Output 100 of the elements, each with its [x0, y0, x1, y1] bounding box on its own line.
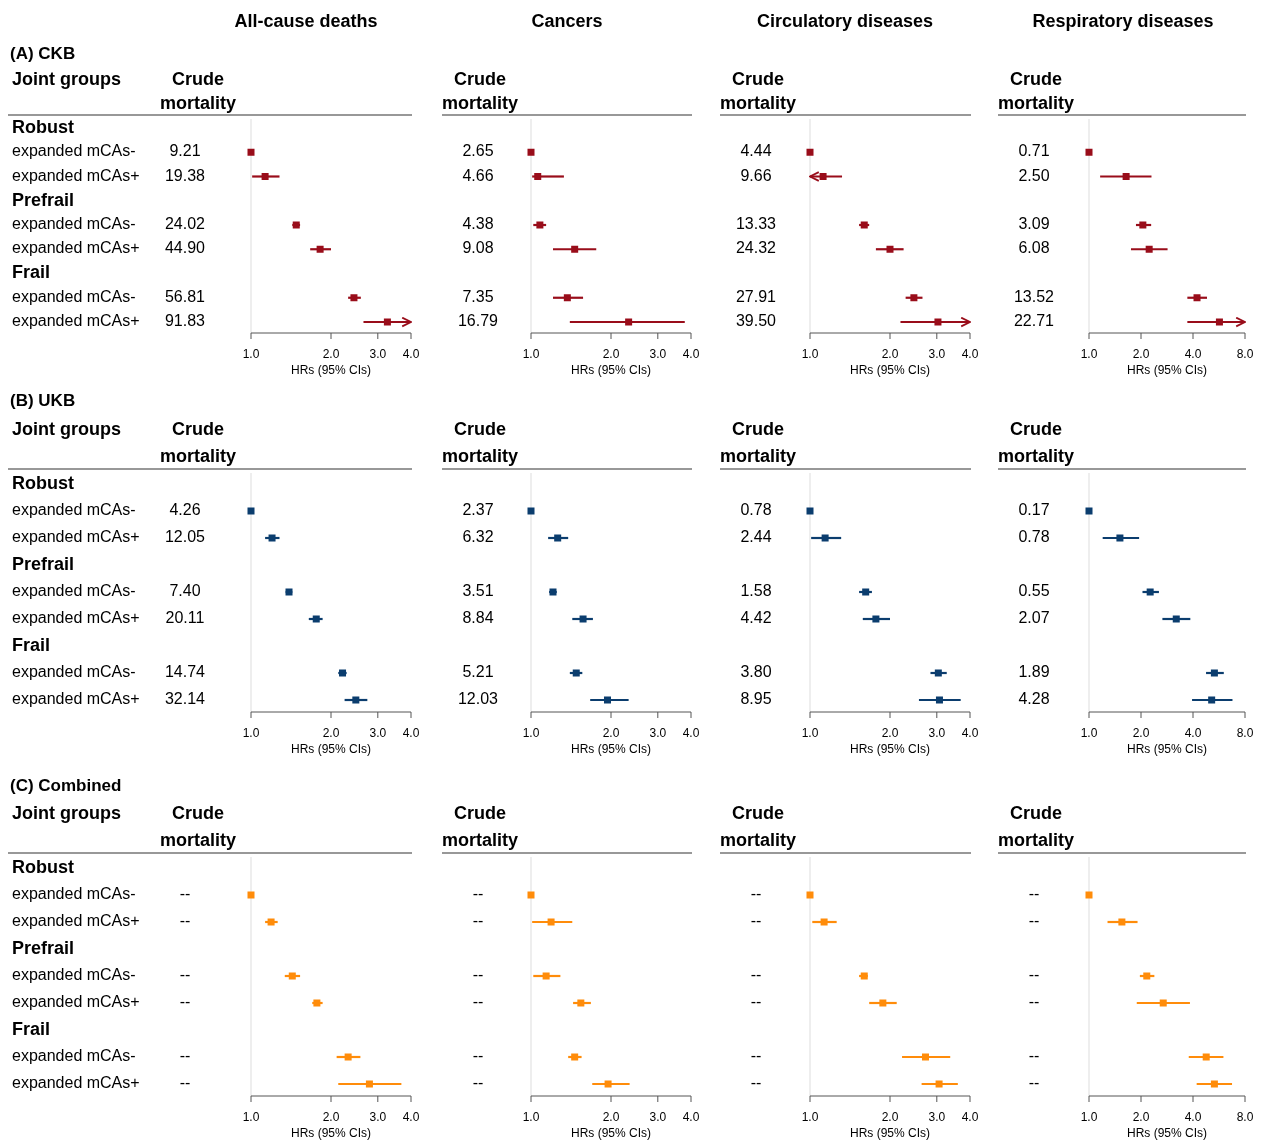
y-tick-label: 2.44 — [740, 528, 772, 546]
y-tick-label: 14.74 — [164, 663, 206, 681]
x-axis-title: HRs (95% CIs) — [570, 363, 652, 378]
y2-tick-label: expanded mCAs- — [12, 287, 136, 305]
y2-tick-label: expanded mCAs- — [12, 215, 136, 233]
y-tick-label: -- — [179, 966, 191, 984]
x-tick-label: 4.0 — [402, 726, 420, 741]
y-tick-label: 0.55 — [1018, 582, 1050, 600]
y-tick-label: -- — [179, 912, 191, 930]
y-tick-label: 0.78 — [1018, 528, 1050, 546]
x-axis-title: HRs (95% CIs) — [290, 742, 372, 757]
x-tick-label: 2.0 — [1132, 726, 1150, 741]
chart-title: Respiratory diseases — [1032, 10, 1214, 31]
x-tick-label: 4.0 — [682, 347, 700, 362]
x-tick-label: 2.0 — [881, 1110, 899, 1125]
y-tick-label: 5.21 — [462, 663, 494, 681]
y-tick-label: 4.66 — [462, 166, 494, 184]
y2-tick-label: expanded mCAs+ — [12, 1074, 140, 1092]
y-tick-label: 44.90 — [164, 239, 206, 257]
y2-tick-label: expanded mCAs- — [12, 1047, 136, 1065]
y-axis-title: Crude mortality — [442, 802, 519, 850]
x-tick-label: 2.0 — [881, 347, 899, 362]
y-tick-label: 9.66 — [740, 166, 772, 184]
x-axis-title: HRs (95% CIs) — [570, 742, 652, 757]
y2-tick-label: expanded mCAs+ — [12, 528, 140, 546]
x-tick-label: 2.0 — [602, 347, 620, 362]
y-tick-label: -- — [1028, 993, 1040, 1011]
x-tick-label: 4.0 — [1184, 726, 1202, 741]
y-tick-label: 91.83 — [164, 312, 206, 330]
y-tick-label: -- — [472, 993, 484, 1011]
y-tick-label: 2.50 — [1018, 166, 1050, 184]
x-tick-label: 1.0 — [801, 726, 819, 741]
y2-tick-label: Prefrail — [12, 189, 75, 210]
x-tick-label: 1.0 — [242, 726, 260, 741]
y2-tick-label: expanded mCAs- — [12, 966, 136, 984]
text: (C) Combined — [10, 776, 122, 796]
y2-tick-label: Prefrail — [12, 937, 75, 958]
y-tick-label: 7.35 — [462, 287, 494, 305]
y2-tick-label: expanded mCAs+ — [12, 912, 140, 930]
y2-tick-label: expanded mCAs+ — [12, 993, 140, 1011]
y-tick-label: -- — [472, 912, 484, 930]
x-tick-label: 1.0 — [242, 1110, 260, 1125]
x-tick-label: 2.0 — [1132, 1110, 1150, 1125]
x-tick-label: 3.0 — [649, 347, 667, 362]
y-tick-label: -- — [1028, 966, 1040, 984]
y-tick-label: 3.09 — [1018, 215, 1050, 233]
y-tick-label: -- — [1028, 1074, 1040, 1092]
y-axis-title: Crude mortality — [998, 68, 1075, 113]
x-axis-title: HRs (95% CIs) — [570, 1126, 652, 1141]
x-tick-label: 4.0 — [402, 1110, 420, 1125]
y2-tick-label: Prefrail — [12, 553, 75, 574]
y-tick-label: -- — [750, 885, 762, 903]
y-tick-label: -- — [750, 1047, 762, 1065]
x-tick-label: 8.0 — [1236, 347, 1254, 362]
x-tick-label: 3.0 — [369, 726, 387, 741]
y-tick-label: -- — [472, 1047, 484, 1065]
y-tick-label: 4.44 — [740, 142, 772, 160]
x-tick-label: 3.0 — [649, 1110, 667, 1125]
x-tick-label: 3.0 — [649, 726, 667, 741]
y-tick-label: 20.11 — [165, 609, 205, 627]
y2-tick-label: expanded mCAs- — [12, 582, 136, 600]
y2-tick-label: expanded mCAs+ — [12, 239, 140, 257]
x-axis-title: HRs (95% CIs) — [849, 1126, 931, 1141]
x-axis-title: HRs (95% CIs) — [849, 363, 931, 378]
y-tick-label: -- — [1028, 912, 1040, 930]
x-tick-label: 1.0 — [801, 347, 819, 362]
y-tick-label: -- — [1028, 885, 1040, 903]
y2-tick-label: expanded mCAs+ — [12, 609, 140, 627]
x-tick-label: 4.0 — [1184, 1110, 1202, 1125]
y-tick-label: 24.02 — [164, 215, 206, 233]
chart-title: Circulatory diseases — [756, 10, 934, 31]
y2-axis-title: Joint groups — [12, 418, 121, 439]
text: (A) CKB — [10, 44, 76, 64]
y-tick-label: 32.14 — [164, 690, 206, 708]
x-tick-label: 4.0 — [402, 347, 420, 362]
y-tick-label: 2.37 — [462, 501, 494, 519]
y-axis-title: Crude mortality — [998, 418, 1075, 466]
y-tick-label: 22.71 — [1013, 312, 1055, 330]
y-tick-label: 8.84 — [462, 609, 494, 627]
x-tick-label: 1.0 — [1080, 726, 1098, 741]
chart-title: All-cause deaths — [234, 10, 378, 31]
y-tick-label: 12.05 — [164, 528, 206, 546]
y-axis-title: Crude mortality — [160, 802, 237, 850]
y-tick-label: 7.40 — [169, 582, 201, 600]
x-tick-label: 8.0 — [1236, 1110, 1254, 1125]
y-tick-label: 2.07 — [1018, 609, 1050, 627]
x-tick-label: 1.0 — [522, 726, 540, 741]
y-tick-label: 13.52 — [1013, 287, 1055, 305]
y2-tick-label: expanded mCAs- — [12, 501, 136, 519]
y-axis-title: Crude mortality — [720, 418, 797, 466]
y-tick-label: -- — [472, 885, 484, 903]
y-tick-label: 4.26 — [169, 501, 201, 519]
y-axis-title: Crude mortality — [720, 802, 797, 850]
x-tick-label: 2.0 — [1132, 347, 1150, 362]
y2-tick-label: expanded mCAs+ — [12, 166, 140, 184]
y-tick-label: 6.08 — [1018, 239, 1050, 257]
y-tick-label: 39.50 — [735, 312, 777, 330]
x-tick-label: 1.0 — [522, 347, 540, 362]
y-tick-label: 4.28 — [1018, 690, 1050, 708]
x-axis-title: HRs (95% CIs) — [290, 1126, 372, 1141]
